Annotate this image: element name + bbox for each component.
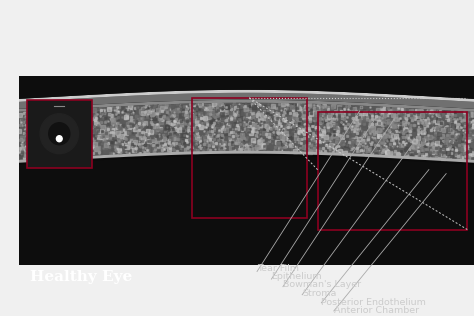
Bar: [319, 112, 467, 229]
Circle shape: [56, 136, 62, 142]
Text: Healthy Eye: Healthy Eye: [30, 270, 133, 284]
Polygon shape: [19, 156, 474, 265]
Bar: [192, 98, 307, 217]
Circle shape: [40, 114, 79, 154]
Bar: [27, 100, 92, 168]
Polygon shape: [19, 76, 474, 99]
Text: Tear Film: Tear Film: [257, 264, 299, 273]
Polygon shape: [19, 90, 474, 102]
Text: Bowman's Layer: Bowman's Layer: [283, 280, 361, 289]
Polygon shape: [19, 93, 474, 109]
Polygon shape: [19, 103, 474, 160]
Text: Posterior Endothelium: Posterior Endothelium: [321, 298, 426, 307]
Text: Epithelium: Epithelium: [272, 272, 322, 281]
Polygon shape: [19, 151, 474, 163]
Circle shape: [49, 123, 70, 145]
Polygon shape: [19, 100, 474, 112]
Text: Anterior Chamber: Anterior Chamber: [334, 306, 419, 315]
Text: Stroma: Stroma: [302, 289, 337, 298]
